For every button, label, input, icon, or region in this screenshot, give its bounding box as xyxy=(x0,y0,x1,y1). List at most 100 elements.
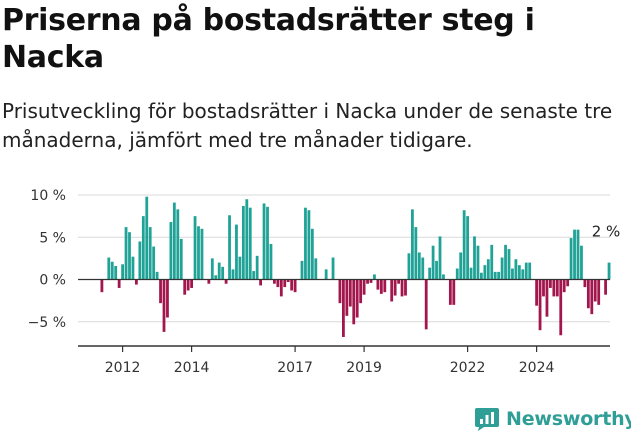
bar xyxy=(190,279,193,288)
bar xyxy=(314,258,318,280)
bar xyxy=(310,228,314,280)
bar xyxy=(483,265,487,280)
bar xyxy=(238,256,242,280)
bar xyxy=(266,206,269,280)
bar xyxy=(586,279,590,309)
bar xyxy=(290,279,294,291)
bar xyxy=(145,196,149,280)
bar xyxy=(438,236,442,280)
x-tick-label: 2022 xyxy=(450,360,486,376)
bar xyxy=(559,279,563,336)
bar xyxy=(524,262,528,280)
bar xyxy=(293,279,297,293)
bar xyxy=(379,279,383,294)
bar xyxy=(593,279,597,302)
bar xyxy=(169,222,173,280)
bar xyxy=(393,279,397,296)
bar xyxy=(107,257,111,280)
bar xyxy=(549,279,552,288)
bar xyxy=(183,279,187,295)
bar xyxy=(166,279,169,318)
x-tick-label: 2019 xyxy=(346,360,382,376)
bar xyxy=(286,279,290,283)
bar xyxy=(362,279,366,295)
bar xyxy=(507,249,511,280)
bar xyxy=(576,229,580,280)
bar xyxy=(131,256,135,280)
y-tick-label: 10 % xyxy=(30,188,66,204)
bar xyxy=(231,269,235,280)
bar xyxy=(338,279,342,304)
bar xyxy=(597,279,601,305)
bar xyxy=(431,245,435,280)
bar xyxy=(193,216,197,280)
y-axis-labels: 10 % 5 % 0 % −5 % xyxy=(28,188,66,331)
bar xyxy=(355,279,359,318)
bar xyxy=(580,245,583,280)
bar xyxy=(259,279,262,286)
bar xyxy=(210,258,214,280)
bar xyxy=(476,245,480,280)
bar xyxy=(407,253,411,280)
newsworthy-logo-icon xyxy=(475,408,499,431)
bar xyxy=(352,279,356,325)
bar xyxy=(324,269,328,280)
bar-chart: 10 %5 %0 %−5 % 2012 2014 2017 2019 2022 2024 … xyxy=(28,188,621,376)
bar xyxy=(276,279,280,288)
bar xyxy=(504,244,507,280)
bar xyxy=(452,279,456,305)
chart-title: Priserna på bostadsrätter steg i Nacka xyxy=(2,3,535,75)
bar xyxy=(155,271,159,280)
bar xyxy=(442,274,445,280)
bar xyxy=(511,268,514,280)
bar xyxy=(583,279,587,288)
bar xyxy=(424,279,428,330)
bar xyxy=(148,227,152,280)
bar xyxy=(128,232,131,280)
bar xyxy=(172,202,176,280)
bar xyxy=(486,259,490,280)
bar xyxy=(414,227,418,280)
bar xyxy=(114,265,118,280)
bar xyxy=(124,227,128,280)
bar xyxy=(397,279,400,284)
bar xyxy=(545,279,549,317)
bar xyxy=(135,279,138,285)
bar xyxy=(307,210,311,280)
bar xyxy=(566,279,570,287)
bar xyxy=(248,207,252,280)
bar xyxy=(110,261,114,280)
bar xyxy=(569,238,573,280)
last-value-annotation: 2 % xyxy=(592,223,621,241)
bar xyxy=(228,215,231,280)
bar xyxy=(176,209,180,280)
bar xyxy=(279,279,283,297)
bar xyxy=(262,203,266,280)
bar xyxy=(359,279,363,304)
bar xyxy=(500,257,504,280)
x-axis-ticks: 2012 2014 2017 2019 2022 2024 xyxy=(78,345,610,376)
bar xyxy=(342,279,345,337)
x-tick-label: 2024 xyxy=(519,360,555,376)
bar xyxy=(300,260,304,280)
bar xyxy=(607,262,611,280)
bar xyxy=(366,279,369,284)
x-tick-label: 2014 xyxy=(174,360,210,376)
bar xyxy=(348,279,352,307)
bar xyxy=(535,279,538,306)
bar xyxy=(497,271,501,280)
bar xyxy=(241,205,245,280)
bar xyxy=(159,279,162,304)
bar xyxy=(604,279,607,295)
bar xyxy=(590,279,594,315)
bar xyxy=(207,279,211,284)
bar xyxy=(480,272,483,280)
bar xyxy=(121,264,124,280)
bar xyxy=(466,216,469,280)
bar xyxy=(490,244,494,280)
bar xyxy=(224,279,228,284)
bar xyxy=(269,244,273,280)
bar xyxy=(100,279,104,293)
bar xyxy=(421,257,425,280)
bar xyxy=(376,279,380,290)
